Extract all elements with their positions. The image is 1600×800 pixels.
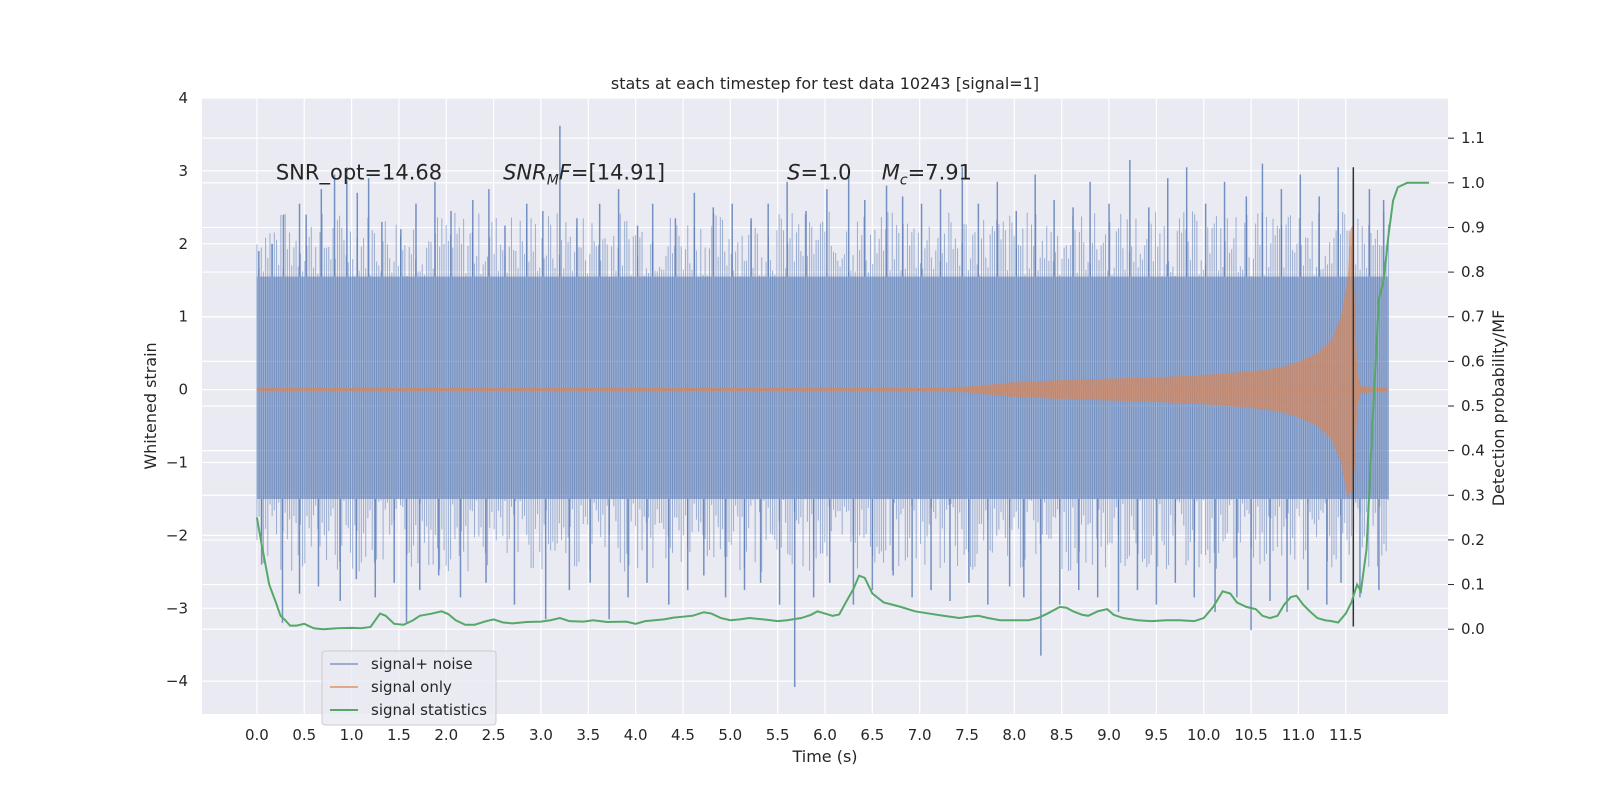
x-tick-label: 10.0 [1187,726,1220,744]
chart-title: stats at each timestep for test data 102… [611,74,1039,93]
x-tick-label: 11.5 [1329,726,1362,744]
x-tick-label: 2.5 [482,726,506,744]
series-layer [256,125,1389,688]
x-tick-label: 7.0 [908,726,932,744]
x-tick-label: 10.5 [1234,726,1267,744]
y-tick-label: 3 [178,162,188,180]
x-tick-label: 7.5 [955,726,979,744]
y-right-tick-label: 0.9 [1461,218,1485,236]
annotation-snr-mf: SNRMF=[14.91] [503,161,665,189]
y-axis-label: Whitened strain [141,342,160,469]
x-tick-label: 8.0 [1002,726,1026,744]
x-tick-label: 9.5 [1144,726,1168,744]
x-tick-label: 11.0 [1282,726,1315,744]
y-tick-label: −2 [166,526,188,544]
x-tick-label: 4.0 [624,726,648,744]
y-tick-label: −1 [166,453,188,471]
x-tick-label: 0.5 [292,726,316,744]
x-tick-label: 1.0 [340,726,364,744]
legend-label-signal-only: signal only [371,678,452,696]
y-tick-label: −3 [166,599,188,617]
annotation-mc-value: Mc=7.91 [882,161,972,189]
y-right-tick-label: 0.5 [1461,397,1485,415]
x-tick-label: 3.0 [529,726,553,744]
x-tick-label: 6.5 [860,726,884,744]
x-tick-label: 8.5 [1050,726,1074,744]
y-axis-label-right: Detection probability/MF [1489,310,1508,507]
legend-label-signal-noise: signal+ noise [371,655,473,673]
tick-labels: 0.0 0.5 1.0 1.5 2.0 2.5 3.0 3.5 4.0 4.5 5.0 5.5 6.0 6… [166,89,1485,744]
x-tick-label: 9.0 [1097,726,1121,744]
y-right-tick-label: 0.1 [1461,576,1485,594]
y-tick-label: 0 [178,381,188,399]
y-tick-label: 2 [178,235,188,253]
y-tick-label: 1 [178,308,188,326]
y-right-tick-label: 0.0 [1461,620,1485,638]
x-tick-label: 3.5 [576,726,600,744]
y-right-tick-label: 0.6 [1461,352,1485,370]
legend: signal+ noise signal only signal statist… [321,650,497,726]
annotations: SNR_opt=14.68 SNRMF=[14.91] S=1.0 Mc=7.91 [276,161,972,189]
legend-box [321,650,497,726]
y-right-tick-label: 0.2 [1461,531,1485,549]
x-tick-label: 5.0 [718,726,742,744]
y-tick-label: −4 [166,672,188,690]
x-tick-label: 5.5 [766,726,790,744]
x-tick-label: 2.0 [434,726,458,744]
x-tick-label: 1.5 [387,726,411,744]
signal-statistics-line [255,181,1430,631]
y-right-tick-label: 0.3 [1461,486,1485,504]
y-right-tick-label: 0.7 [1461,308,1485,326]
x-tick-label: 6.0 [813,726,837,744]
y-right-tick-label: 1.0 [1461,174,1485,192]
y-tick-label: 4 [178,89,188,107]
x-axis-label: Time (s) [791,747,857,766]
x-tick-label: 0.0 [245,726,269,744]
annotation-snr-opt: SNR_opt=14.68 [276,161,442,186]
x-tick-label: 4.5 [671,726,695,744]
legend-label-signal-statistics: signal statistics [371,701,487,719]
y-right-tick-label: 0.8 [1461,263,1485,281]
annotation-s-value: S=1.0 [787,161,851,185]
y-right-tick-label: 0.4 [1461,442,1485,460]
statistics-layer [255,181,1430,631]
y-right-tick-label: 1.1 [1461,129,1485,147]
